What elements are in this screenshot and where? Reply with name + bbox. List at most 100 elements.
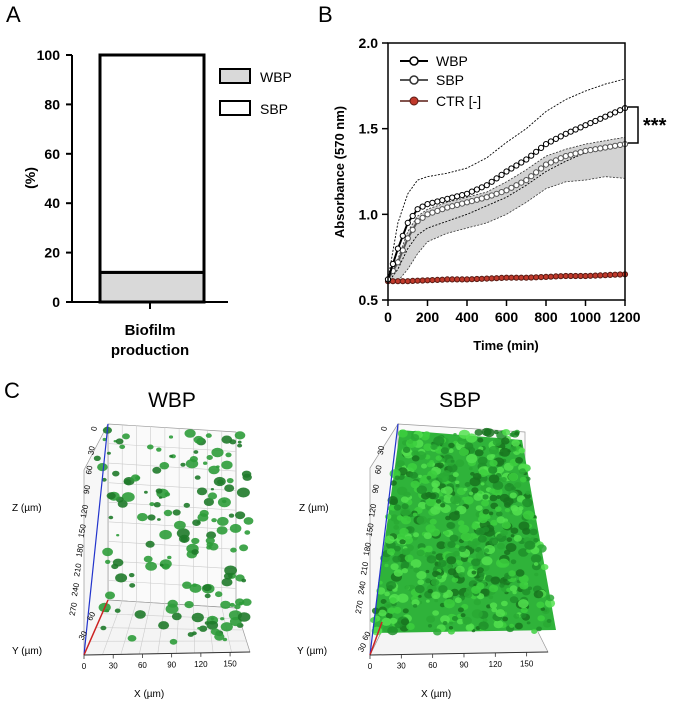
biomass-cluster-sbp	[443, 486, 453, 494]
biomass-cluster-sbp	[515, 457, 523, 464]
biomass-cluster-wbp	[122, 433, 130, 439]
point-ctr	[613, 272, 618, 277]
biomass-cluster-sbp	[501, 601, 508, 607]
point-sbp	[395, 260, 400, 265]
biomass-cluster-sbp	[484, 428, 495, 437]
biomass-cluster-wbp	[221, 461, 232, 470]
biomass-cluster-sbp	[501, 477, 507, 482]
biomass-cluster-sbp	[444, 531, 450, 536]
point-sbp	[410, 227, 415, 232]
biomass-cluster-sbp	[510, 596, 518, 603]
biomass-cluster-sbp	[495, 506, 502, 512]
biomass-cluster-sbp	[440, 503, 445, 507]
point-wbp	[479, 185, 484, 190]
biomass-cluster-sbp	[488, 595, 493, 599]
biomass-cluster-wbp	[102, 548, 113, 556]
biomass-cluster-wbp	[197, 488, 207, 496]
biomass-cluster-wbp	[224, 566, 237, 576]
biomass-cluster-sbp	[447, 541, 455, 548]
point-wbp	[593, 118, 598, 123]
panel-letter-c: C	[4, 378, 20, 403]
biomass-cluster-wbp	[144, 491, 148, 494]
point-sbp	[603, 145, 608, 150]
biomass-cluster-sbp	[432, 610, 439, 616]
bar-segment-wbp	[100, 272, 204, 302]
biomass-cluster-wbp	[197, 627, 200, 630]
biomass-cluster-sbp	[512, 440, 520, 447]
point-wbp	[395, 246, 400, 251]
biomass-cluster-wbp	[211, 488, 214, 490]
biomass-cluster-sbp	[413, 532, 419, 537]
biomass-cluster-wbp	[124, 479, 132, 485]
biomass-cluster-sbp	[508, 570, 515, 576]
biomass-cluster-wbp	[192, 613, 204, 622]
biomass-cluster-sbp	[394, 504, 401, 510]
biomass-cluster-sbp	[393, 525, 399, 530]
biomass-cluster-wbp	[174, 521, 186, 530]
biomass-cluster-wbp	[173, 509, 181, 515]
biomass-cluster-sbp	[504, 550, 510, 555]
biomass-cluster-sbp	[499, 448, 510, 457]
z-tick-wbp: 30	[86, 445, 97, 456]
biomass-cluster-sbp	[495, 440, 500, 444]
biomass-cluster-sbp	[469, 467, 473, 470]
biomass-cluster-sbp	[401, 618, 409, 625]
biomass-cluster-wbp	[206, 545, 211, 549]
biomass-cluster-wbp	[118, 500, 128, 508]
point-wbp	[415, 207, 420, 212]
y-tick-label-a: 100	[37, 47, 61, 63]
biomass-cluster-sbp	[465, 442, 474, 449]
biomass-cluster-sbp	[477, 438, 483, 443]
legend-b-wbp: WBP	[436, 53, 468, 69]
biomass-cluster-sbp	[482, 494, 488, 499]
biomass-cluster-sbp	[451, 460, 455, 463]
y-tick-label-a: 60	[44, 146, 60, 162]
point-sbp	[509, 185, 514, 190]
point-ctr	[494, 276, 499, 281]
biomass-cluster-sbp	[509, 624, 514, 628]
biomass-cluster-sbp	[487, 454, 494, 460]
biomass-cluster-sbp	[411, 481, 420, 489]
biomass-cluster-wbp	[184, 503, 190, 508]
biomass-cluster-sbp	[475, 429, 483, 436]
point-wbp	[534, 149, 539, 154]
biomass-cluster-wbp	[105, 560, 110, 564]
biomass-cluster-sbp	[510, 446, 517, 452]
biomass-cluster-sbp	[478, 457, 488, 465]
y-axis-label-sbp: Y (µm)	[297, 646, 327, 657]
biomass-cluster-sbp	[426, 616, 435, 623]
biomass-cluster-wbp	[164, 510, 172, 516]
point-ctr	[519, 275, 524, 280]
biomass-cluster-wbp	[192, 583, 197, 587]
biomass-cluster-sbp	[392, 556, 400, 563]
biomass-cluster-wbp	[156, 488, 163, 493]
x-tick-sbp: 150	[520, 659, 534, 668]
z-tick-sbp: 270	[354, 599, 365, 614]
biomass-cluster-sbp	[536, 602, 544, 609]
biomass-cluster-sbp	[461, 532, 472, 541]
biomass-cluster-sbp	[472, 609, 483, 618]
biomass-cluster-wbp	[116, 534, 119, 536]
point-sbp	[469, 199, 474, 204]
point-sbp	[593, 147, 598, 152]
point-wbp	[410, 213, 415, 218]
biomass-cluster-wbp	[238, 441, 242, 444]
biomass-cluster-sbp	[448, 443, 454, 448]
point-ctr	[479, 276, 484, 281]
biomass-cluster-sbp	[519, 468, 526, 474]
biomass-cluster-sbp	[510, 492, 517, 498]
biomass-cluster-sbp	[489, 489, 495, 494]
biomass-cluster-sbp	[438, 473, 449, 482]
x-tick-sbp: 120	[489, 660, 503, 669]
biomass-cluster-sbp	[464, 488, 468, 491]
biomass-cluster-sbp	[502, 429, 510, 436]
biomass-cluster-wbp	[194, 436, 204, 444]
legend-marker-wbp	[410, 57, 418, 65]
biomass-cluster-sbp	[434, 599, 438, 602]
point-sbp	[445, 205, 450, 210]
biomass-cluster-sbp	[519, 521, 530, 530]
biomass-cluster-sbp	[489, 512, 493, 516]
point-ctr	[455, 277, 460, 282]
biomass-cluster-sbp	[470, 477, 481, 486]
